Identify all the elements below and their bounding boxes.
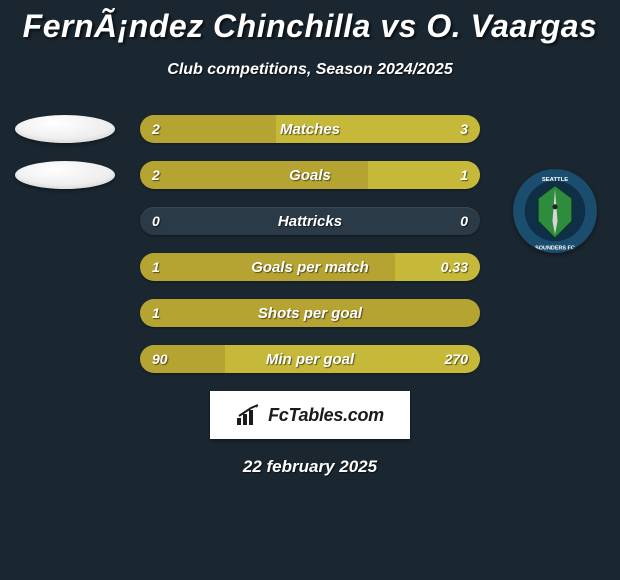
stat-value-right: 0: [460, 207, 468, 235]
stat-fill-right: [368, 161, 480, 189]
team-oval-0: [15, 115, 115, 143]
stat-row-min-per-goal: Min per goal90270: [140, 345, 480, 373]
stat-fill-left: [140, 161, 368, 189]
stat-bars: Matches23 Goals21 Hattricks0 0 Goals per mat…: [140, 115, 480, 373]
date-label: 22 february 2025: [0, 457, 620, 477]
team-crest-right: SEATTLE SOUNDERS FC: [513, 169, 597, 253]
svg-text:SOUNDERS FC: SOUNDERS FC: [535, 246, 575, 252]
stat-row-goals-per-match: Goals per match10.33: [140, 253, 480, 281]
brand-text: FcTables.com: [268, 405, 384, 426]
stat-fill-right: [225, 345, 480, 373]
stat-label: Hattricks: [140, 207, 480, 235]
svg-text:SEATTLE: SEATTLE: [542, 177, 568, 183]
stat-row-shots-per-goal: Shots per goal1: [140, 299, 480, 327]
stat-row-hattricks: Hattricks0 0: [140, 207, 480, 235]
stat-row-matches: Matches23: [140, 115, 480, 143]
comparison-panel: Matches23 Goals21 Hattricks0 0 Goals per mat…: [0, 115, 620, 373]
stat-fill-left: [140, 253, 395, 281]
brand-chart-icon: [236, 404, 262, 426]
stat-value-left: 0: [152, 207, 160, 235]
left-badge-column: [0, 115, 130, 189]
stat-row-goals: Goals21: [140, 161, 480, 189]
subtitle: Club competitions, Season 2024/2025: [0, 61, 620, 79]
stat-fill-right: [395, 253, 480, 281]
team-oval-1: [15, 161, 115, 189]
stat-fill-left: [140, 299, 480, 327]
stat-fill-left: [140, 115, 276, 143]
stat-fill-right: [276, 115, 480, 143]
brand-badge: FcTables.com: [210, 391, 410, 439]
right-badge-column: SEATTLE SOUNDERS FC: [490, 169, 620, 253]
page-title: FernÃ¡ndez Chinchilla vs O. Vaargas: [0, 0, 620, 45]
stat-fill-left: [140, 345, 225, 373]
